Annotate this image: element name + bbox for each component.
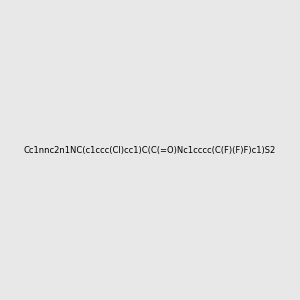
Text: Cc1nnc2n1NC(c1ccc(Cl)cc1)C(C(=O)Nc1cccc(C(F)(F)F)c1)S2: Cc1nnc2n1NC(c1ccc(Cl)cc1)C(C(=O)Nc1cccc(… — [24, 146, 276, 154]
